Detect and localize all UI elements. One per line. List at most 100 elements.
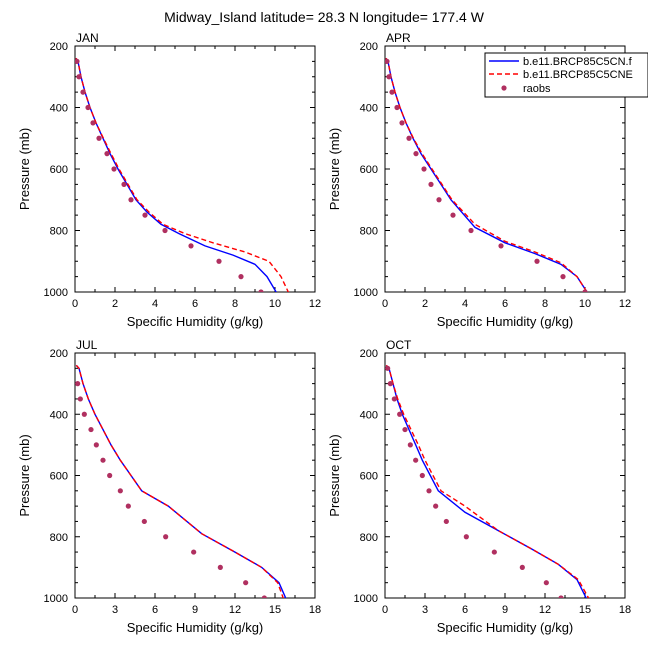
x-tick-label: 12 bbox=[619, 298, 631, 310]
raobs-point bbox=[389, 89, 395, 95]
raobs-point bbox=[406, 135, 412, 141]
y-tick-label: 1000 bbox=[354, 593, 378, 605]
y-tick-label: 200 bbox=[360, 348, 378, 360]
raobs-point bbox=[386, 74, 392, 80]
chart-panel-oct: 0 3 6 9 12 15 18 200 400 600 800 1000 Specific Humid… bbox=[327, 338, 631, 635]
x-tick-label: 10 bbox=[269, 298, 281, 310]
x-axis-label: Specific Humidity (g/kg) bbox=[127, 620, 264, 635]
raobs-point bbox=[75, 58, 80, 64]
x-tick-label: 8 bbox=[542, 298, 548, 310]
raobs-point bbox=[413, 151, 419, 157]
raobs-point bbox=[419, 472, 425, 479]
raobs-point bbox=[428, 181, 434, 187]
series-line-2 bbox=[385, 57, 588, 292]
series-line-1 bbox=[385, 364, 587, 598]
raobs-point bbox=[261, 595, 267, 598]
raobs-point bbox=[491, 549, 497, 555]
raobs-point bbox=[162, 227, 168, 234]
x-tick-label: 0 bbox=[72, 604, 78, 616]
raobs-point bbox=[128, 197, 134, 203]
panel-title: JUL bbox=[76, 338, 98, 352]
x-tick-label: 6 bbox=[462, 604, 468, 616]
raobs-point bbox=[117, 488, 123, 494]
y-tick-label: 600 bbox=[50, 164, 68, 176]
raobs-point bbox=[125, 503, 131, 509]
raobs-point bbox=[443, 518, 449, 525]
series-line-2 bbox=[75, 364, 284, 598]
series-line-1 bbox=[385, 57, 588, 292]
raobs-point bbox=[258, 289, 264, 292]
y-tick-label: 600 bbox=[50, 471, 68, 483]
raobs-point bbox=[141, 518, 147, 525]
x-tick-label: 15 bbox=[579, 604, 591, 616]
raobs-point bbox=[534, 258, 540, 264]
plot-frame bbox=[74, 45, 316, 293]
raobs-point bbox=[399, 120, 405, 126]
y-tick-label: 200 bbox=[50, 348, 68, 360]
x-tick-label: 12 bbox=[309, 298, 321, 310]
x-tick-label: 6 bbox=[192, 298, 198, 310]
legend-swatch-raobs bbox=[501, 85, 507, 91]
raobs-point bbox=[111, 166, 117, 172]
y-tick-label: 600 bbox=[360, 164, 378, 176]
legend-label-3: raobs bbox=[523, 83, 551, 95]
raobs-point bbox=[436, 197, 442, 203]
y-axis-label: Pressure (mb) bbox=[327, 128, 342, 210]
x-tick-label: 2 bbox=[422, 298, 428, 310]
chart-panel-apr: 0 2 4 6 8 10 12 200 400 600 800 1000 Specific Humidi… bbox=[327, 31, 631, 329]
y-tick-label: 800 bbox=[50, 532, 68, 544]
y-tick-label: 800 bbox=[50, 226, 68, 238]
raobs-point bbox=[426, 488, 432, 494]
raobs-point bbox=[93, 442, 99, 448]
x-tick-label: 12 bbox=[229, 604, 241, 616]
y-tick-label: 600 bbox=[360, 471, 378, 483]
figure-title: Midway_Island latitude= 28.3 N longitude… bbox=[164, 9, 485, 25]
y-tick-label: 200 bbox=[50, 41, 68, 53]
y-tick-label: 400 bbox=[360, 103, 378, 115]
y-axis-label: Pressure (mb) bbox=[327, 434, 342, 516]
raobs-point bbox=[387, 381, 393, 387]
raobs-point bbox=[463, 534, 469, 540]
raobs-point bbox=[519, 564, 525, 570]
raobs-point bbox=[433, 503, 439, 509]
x-tick-label: 18 bbox=[619, 604, 631, 616]
raobs-point bbox=[407, 442, 413, 448]
y-tick-label: 800 bbox=[360, 226, 378, 238]
raobs-point bbox=[558, 595, 564, 598]
panel-title: JAN bbox=[76, 31, 99, 45]
x-tick-label: 3 bbox=[112, 604, 118, 616]
legend-label-2: b.e11.BRCP85C5CNE bbox=[523, 69, 633, 81]
x-tick-label: 0 bbox=[72, 298, 78, 310]
raobs-point bbox=[81, 411, 87, 417]
raobs-point bbox=[217, 564, 223, 570]
x-axis-label: Specific Humidity (g/kg) bbox=[127, 314, 264, 329]
raobs-point bbox=[468, 227, 474, 234]
y-tick-label: 200 bbox=[360, 41, 378, 53]
panel-title: OCT bbox=[386, 338, 412, 352]
series-line-2 bbox=[75, 57, 290, 292]
raobs-point bbox=[85, 104, 91, 111]
y-axis-label: Pressure (mb) bbox=[17, 128, 32, 210]
x-axis-label: Specific Humidity (g/kg) bbox=[437, 620, 574, 635]
x-tick-label: 4 bbox=[462, 298, 468, 310]
plot-area bbox=[75, 57, 290, 292]
raobs-point bbox=[391, 396, 397, 402]
raobs-point bbox=[397, 411, 403, 417]
x-tick-label: 15 bbox=[269, 604, 281, 616]
raobs-point bbox=[582, 289, 588, 292]
raobs-point bbox=[96, 135, 102, 141]
raobs-point bbox=[191, 549, 197, 555]
y-tick-label: 1000 bbox=[44, 593, 68, 605]
raobs-point bbox=[90, 120, 96, 126]
y-axis-label: Pressure (mb) bbox=[17, 434, 32, 516]
x-tick-label: 0 bbox=[382, 604, 388, 616]
raobs-point bbox=[121, 181, 127, 187]
raobs-point bbox=[560, 274, 566, 280]
raobs-point bbox=[77, 396, 83, 402]
raobs-point bbox=[80, 89, 86, 95]
raobs-point bbox=[543, 580, 549, 586]
legend-label-1: b.e11.BRCP85C5CN.f bbox=[523, 56, 633, 68]
x-tick-label: 2 bbox=[112, 298, 118, 310]
y-tick-label: 400 bbox=[50, 409, 68, 421]
